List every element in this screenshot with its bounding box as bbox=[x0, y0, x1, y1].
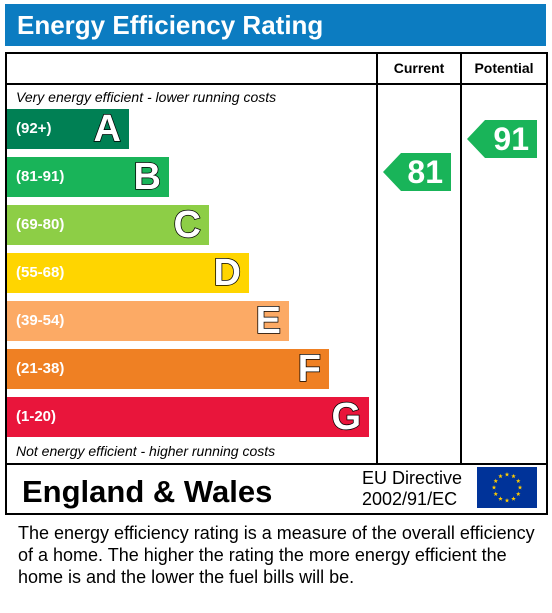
current-column-header: Current bbox=[393, 60, 445, 76]
band-range-label: (81-91) bbox=[16, 168, 65, 185]
band-b: (81-91) B bbox=[7, 155, 169, 199]
band-range-label: (92+) bbox=[16, 120, 52, 137]
potential-rating-value: 91 bbox=[493, 120, 529, 157]
eu-star bbox=[504, 472, 510, 477]
eu-star bbox=[493, 491, 499, 496]
band-a: (92+) A bbox=[7, 107, 129, 151]
band-range-label: (55-68) bbox=[16, 264, 65, 281]
current-rating-value: 81 bbox=[407, 153, 443, 190]
band-d: (55-68) D bbox=[7, 251, 249, 295]
band-letter: B bbox=[133, 155, 162, 199]
eu-star bbox=[504, 498, 510, 503]
current-rating-arrow: 81 bbox=[383, 152, 451, 191]
band-letter: C bbox=[173, 203, 202, 247]
eu-star bbox=[515, 478, 521, 483]
band-letter: F bbox=[297, 347, 322, 391]
current-arrow-shape bbox=[383, 152, 451, 191]
band-e: (39-54) E bbox=[7, 299, 289, 343]
band-f: (21-38) F bbox=[7, 347, 329, 391]
eu-star bbox=[498, 473, 503, 479]
potential-column-header: Potential bbox=[474, 60, 534, 76]
band-g: (1-20) G bbox=[7, 395, 369, 439]
eu-star bbox=[498, 496, 503, 501]
eu-star bbox=[511, 496, 516, 501]
eu-star bbox=[515, 491, 521, 496]
region-label: England & Wales bbox=[22, 474, 273, 509]
potential-arrow-shape bbox=[467, 119, 537, 158]
directive-line-2: 2002/91/EC bbox=[362, 489, 458, 509]
eu-star bbox=[511, 473, 516, 479]
potential-column-divider bbox=[460, 54, 462, 463]
band-letter: E bbox=[255, 299, 282, 343]
eu-star bbox=[517, 485, 523, 490]
footer-row-divider bbox=[7, 463, 546, 465]
top-note: Very energy efficient - lower running co… bbox=[16, 89, 277, 105]
band-range-label: (21-38) bbox=[16, 360, 65, 377]
band-c: (69-80) C bbox=[7, 203, 209, 247]
potential-rating-arrow: 91 bbox=[467, 119, 537, 158]
band-range-label: (39-54) bbox=[16, 312, 65, 329]
bottom-note: Not energy efficient - higher running co… bbox=[16, 443, 276, 459]
header-row-divider bbox=[7, 83, 546, 85]
band-letter: G bbox=[331, 395, 362, 439]
directive-line-1: EU Directive bbox=[362, 468, 463, 488]
band-letter: D bbox=[213, 251, 242, 295]
chart-title: Energy Efficiency Rating bbox=[17, 10, 324, 40]
eu-star bbox=[491, 485, 497, 490]
rating-table: Current Potential Very energy efficient … bbox=[5, 52, 548, 515]
chart-header: Energy Efficiency Rating bbox=[5, 4, 546, 46]
eu-flag-icon bbox=[477, 467, 537, 513]
band-range-label: (1-20) bbox=[16, 408, 57, 425]
current-column-divider bbox=[376, 54, 378, 463]
eu-star bbox=[493, 478, 499, 483]
band-letter: A bbox=[93, 107, 122, 151]
band-range-label: (69-80) bbox=[16, 216, 65, 233]
footer-description: The energy efficiency rating is a measur… bbox=[18, 523, 535, 587]
